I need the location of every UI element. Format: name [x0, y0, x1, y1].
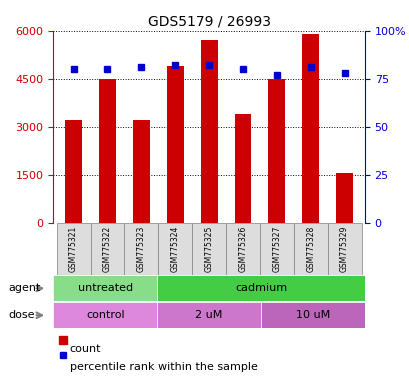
Text: GSM775324: GSM775324: [170, 225, 179, 272]
FancyBboxPatch shape: [53, 302, 157, 328]
Bar: [65, 120, 82, 223]
FancyBboxPatch shape: [124, 223, 158, 275]
FancyBboxPatch shape: [225, 223, 259, 275]
Text: dose: dose: [8, 310, 35, 320]
Text: GSM775326: GSM775326: [238, 225, 247, 272]
Bar: [268, 79, 285, 223]
FancyBboxPatch shape: [327, 223, 361, 275]
Text: GSM775329: GSM775329: [339, 225, 348, 272]
FancyBboxPatch shape: [158, 223, 192, 275]
Text: 10 uM: 10 uM: [295, 310, 329, 320]
Text: 2 uM: 2 uM: [195, 310, 222, 320]
Text: GSM775322: GSM775322: [103, 225, 112, 272]
Bar: [166, 66, 183, 223]
FancyBboxPatch shape: [192, 223, 225, 275]
Text: GSM775323: GSM775323: [137, 225, 146, 272]
Text: GSM775328: GSM775328: [306, 225, 315, 272]
FancyBboxPatch shape: [293, 223, 327, 275]
Bar: [301, 34, 318, 223]
Bar: [234, 114, 251, 223]
FancyBboxPatch shape: [157, 302, 261, 328]
Text: GSM775321: GSM775321: [69, 225, 78, 272]
FancyBboxPatch shape: [56, 223, 90, 275]
Title: GDS5179 / 26993: GDS5179 / 26993: [147, 14, 270, 28]
Bar: [99, 79, 116, 223]
Bar: [200, 40, 217, 223]
Bar: [335, 173, 352, 223]
Text: percentile rank within the sample: percentile rank within the sample: [70, 362, 257, 372]
Text: count: count: [70, 344, 101, 354]
FancyBboxPatch shape: [157, 275, 364, 301]
Text: cadmium: cadmium: [234, 283, 286, 293]
FancyBboxPatch shape: [259, 223, 293, 275]
Text: GSM775325: GSM775325: [204, 225, 213, 272]
FancyBboxPatch shape: [53, 275, 157, 301]
Text: agent: agent: [8, 283, 40, 293]
Text: untreated: untreated: [77, 283, 133, 293]
Text: control: control: [86, 310, 124, 320]
Text: GSM775327: GSM775327: [272, 225, 281, 272]
FancyBboxPatch shape: [261, 302, 364, 328]
Bar: [133, 120, 149, 223]
FancyBboxPatch shape: [90, 223, 124, 275]
